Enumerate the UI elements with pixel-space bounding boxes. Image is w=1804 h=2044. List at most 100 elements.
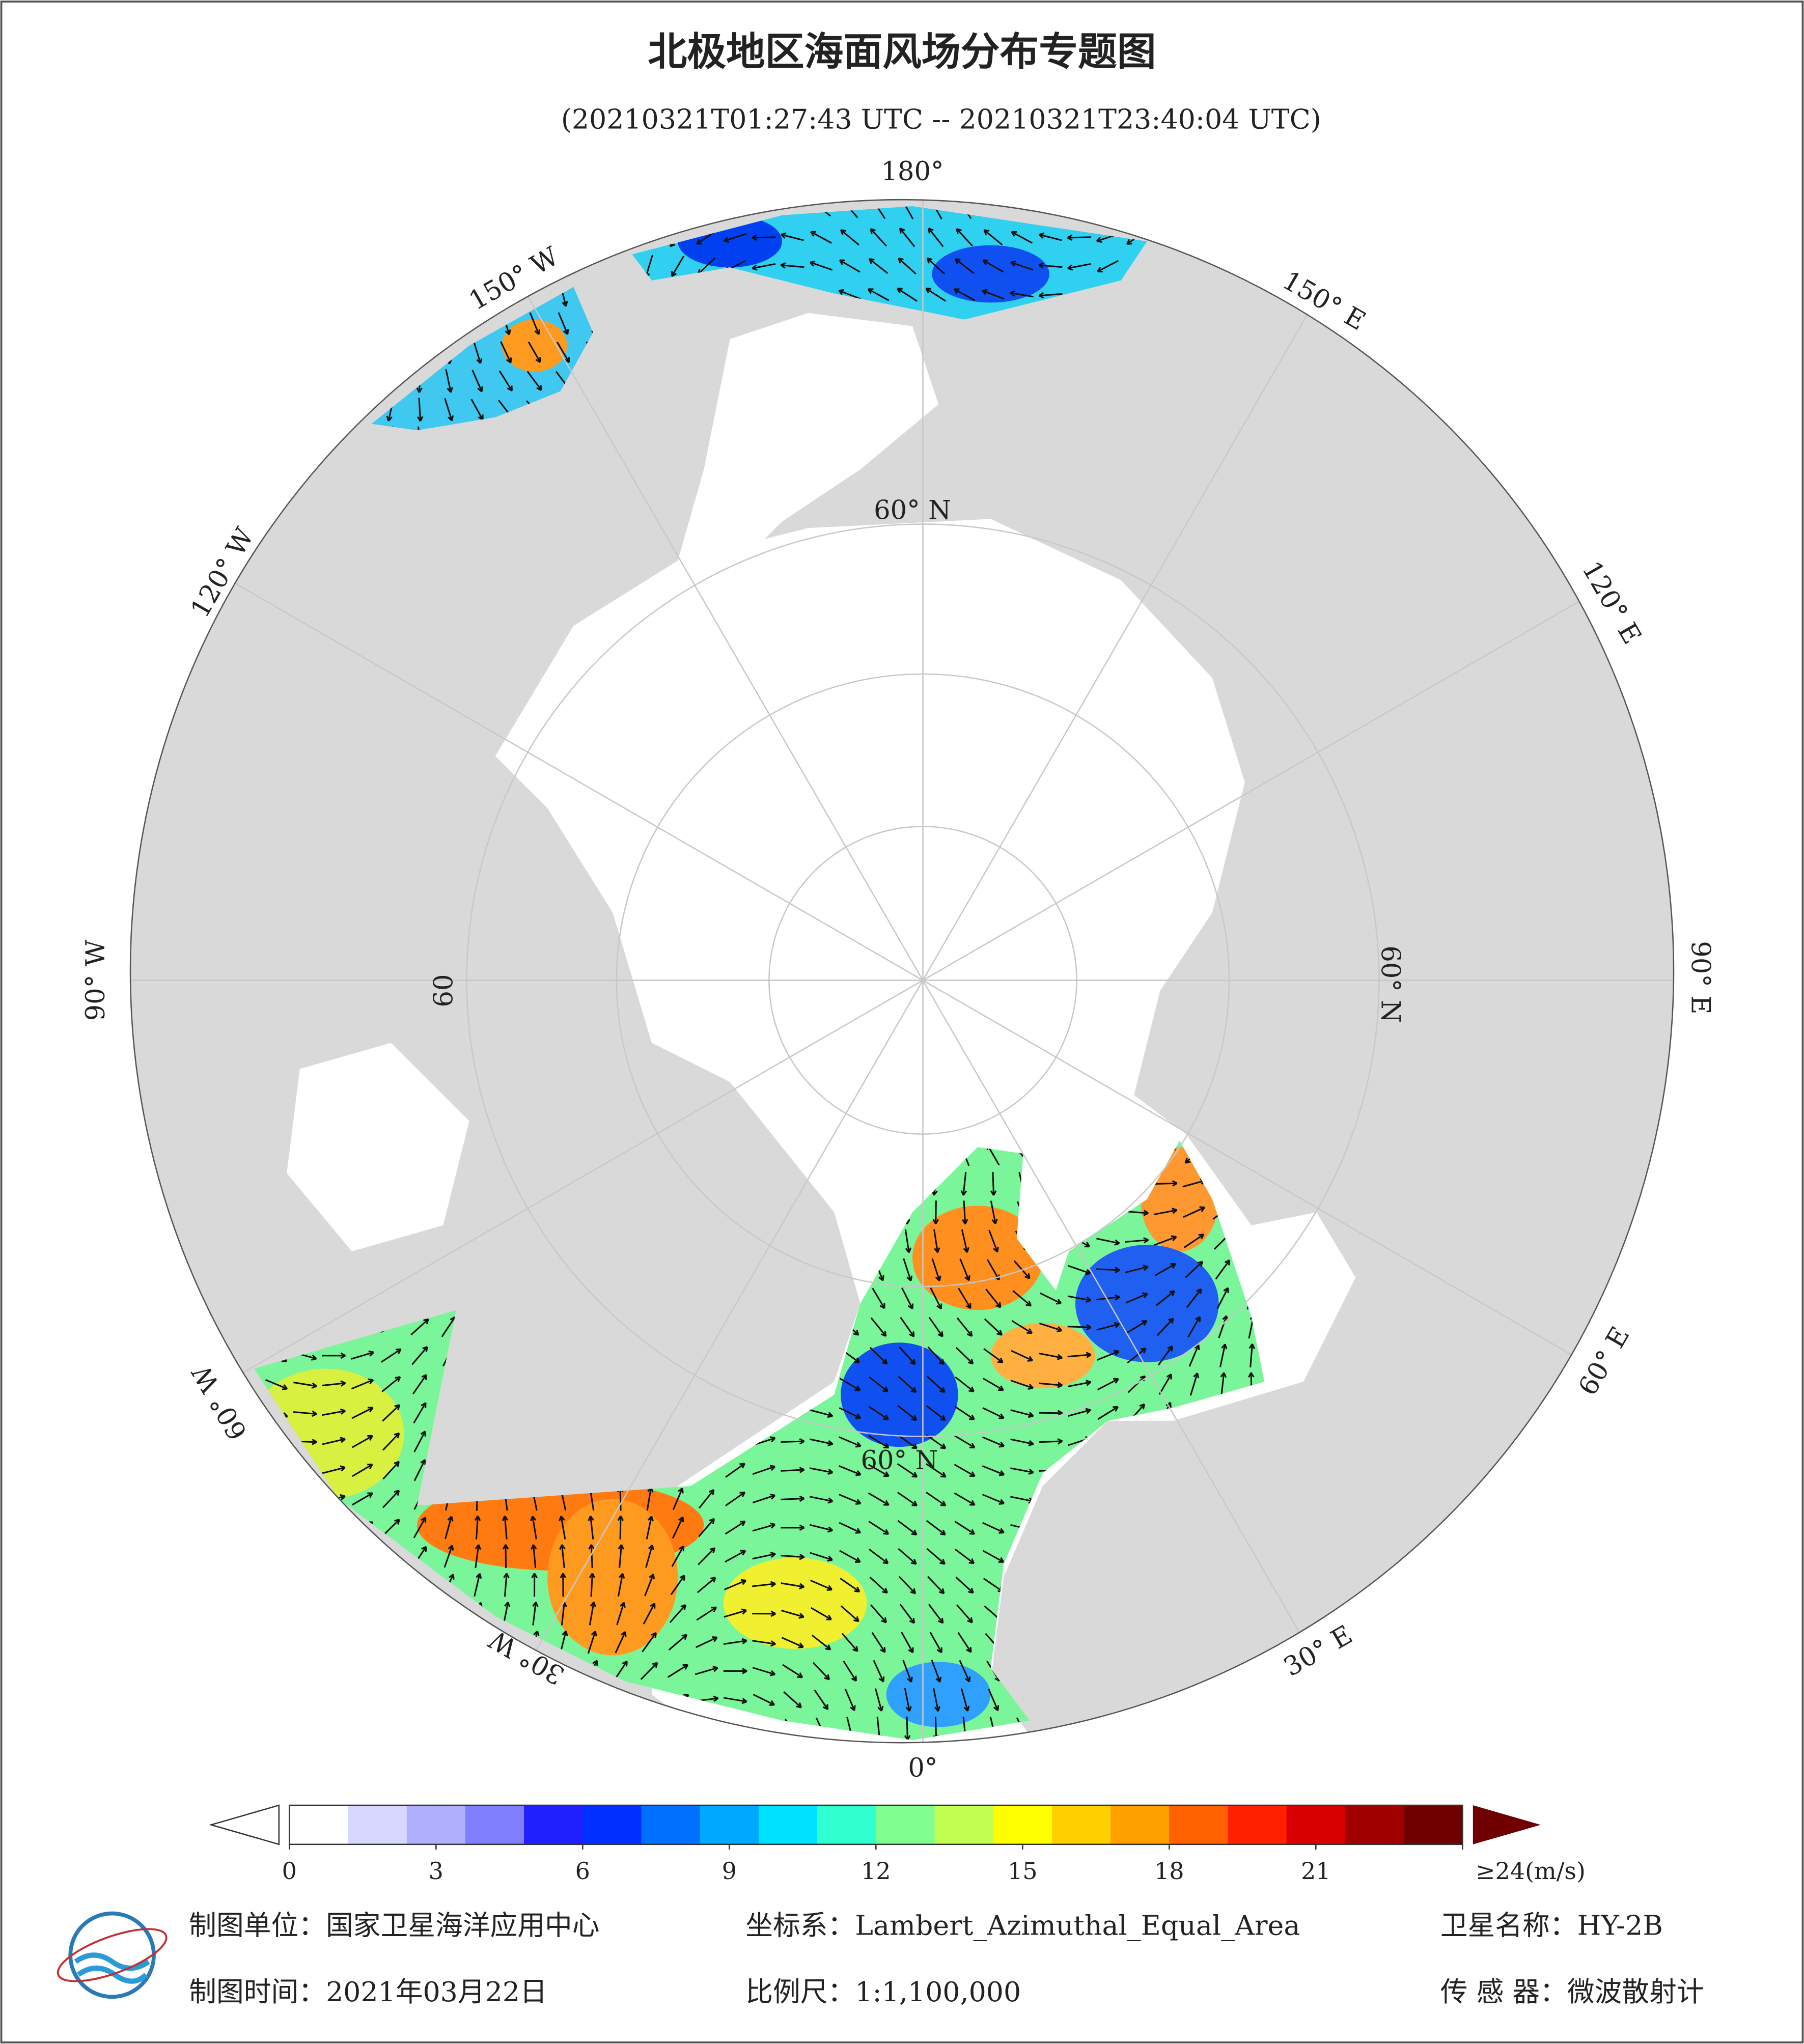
- wind-arrow: [1096, 1267, 1120, 1273]
- wind-arrow: [961, 1229, 969, 1253]
- wind-arrow: [642, 1632, 657, 1653]
- wind-arrow: [870, 228, 887, 247]
- wind-arrow: [411, 1346, 428, 1365]
- wind-arrow: [982, 1550, 1005, 1563]
- colorbar-segment: [1228, 1805, 1287, 1844]
- wind-arrow: [781, 1609, 804, 1619]
- wind-arrow: [1067, 1352, 1092, 1358]
- wind-arrow: [933, 1229, 940, 1253]
- meridian: [466, 979, 924, 1743]
- wind-arrow: [931, 1258, 941, 1281]
- wind-arrow: [1096, 1322, 1120, 1331]
- wind-arrow: [1097, 1378, 1119, 1391]
- colorbar-segment: [641, 1805, 701, 1844]
- wind-arrow: [560, 1573, 567, 1597]
- wind-arrow: [839, 259, 861, 273]
- wind-arrow: [380, 1348, 402, 1363]
- wind-arrow: [897, 1405, 918, 1421]
- colorbar-segment: [934, 1805, 994, 1844]
- colorbar-segment: [817, 1805, 877, 1844]
- colorbar-over: [1473, 1805, 1541, 1844]
- wind-arrow: [616, 1602, 626, 1626]
- wind-arrow: [954, 1464, 976, 1477]
- wind-arrow: [470, 399, 484, 421]
- wind-arrow: [1155, 1290, 1176, 1306]
- wind-arrow: [1126, 1320, 1148, 1334]
- wind-arrow: [1038, 232, 1063, 241]
- wind-arrow: [670, 1575, 685, 1595]
- wind-arrow: [810, 1552, 833, 1562]
- wind-arrow: [927, 1576, 945, 1594]
- wind-arrow: [897, 1463, 918, 1478]
- wind-arrow: [381, 1376, 401, 1392]
- wind-arrow: [810, 231, 832, 244]
- colorbar-under: [209, 1804, 280, 1845]
- wind-arrow: [500, 341, 512, 363]
- map-edge: [129, 199, 1675, 1744]
- wind-arrow: [382, 1404, 401, 1422]
- wind-arrow: [1153, 1180, 1178, 1187]
- wind-arrow: [1039, 1438, 1063, 1445]
- wind-arrow: [868, 1492, 890, 1506]
- wind-arrow: [960, 1688, 970, 1712]
- wind-arrow: [752, 1667, 776, 1676]
- bering-sea: [678, 313, 939, 574]
- wind-arrow: [1158, 1373, 1172, 1395]
- wind-arrow: [413, 1402, 427, 1424]
- wind-arrow: [471, 370, 483, 393]
- wind-arrow: [988, 1688, 1000, 1712]
- wind-arrow: [672, 1488, 684, 1510]
- wind-arrow: [617, 1515, 624, 1539]
- wind-arrow: [1010, 290, 1034, 298]
- hudson-bay: [287, 1043, 469, 1252]
- colorbar-segment: [406, 1805, 466, 1844]
- wind-arrow: [1039, 1410, 1063, 1416]
- wind-arrow: [1183, 1234, 1205, 1248]
- colorbar-tick-label: 12: [861, 1857, 891, 1885]
- wind-arrow: [868, 1464, 890, 1477]
- wind-arrow: [725, 1491, 746, 1506]
- wind-arrow: [502, 1544, 509, 1569]
- wind-arrow: [926, 1434, 947, 1449]
- colorbar-segment: [289, 1805, 349, 1844]
- wind-arrow: [812, 1662, 830, 1681]
- lat-label: 60° N: [861, 1445, 938, 1476]
- wind-arrow: [868, 1520, 890, 1535]
- wind-arrow: [928, 1604, 944, 1624]
- wind-arrow: [873, 1660, 885, 1683]
- colorbar-tick-label: ≥24(m/s): [1476, 1857, 1586, 1885]
- wind-arrow: [559, 1516, 566, 1539]
- wind-arrow: [954, 1435, 976, 1449]
- lat-label: 60° N: [874, 495, 951, 526]
- wind-arrow: [954, 1492, 976, 1506]
- wind-arrow: [265, 1379, 288, 1390]
- wind-arrow: [382, 1432, 400, 1451]
- wind-arrow: [953, 288, 976, 301]
- lon-label: 180°: [881, 156, 943, 187]
- wind-arrow: [1068, 1265, 1091, 1275]
- wind-arrow: [1127, 1348, 1147, 1364]
- wind-arrow: [351, 1407, 374, 1419]
- wind-arrow: [900, 206, 914, 219]
- wind-arrow: [867, 288, 890, 301]
- wind-arrow: [669, 1604, 686, 1623]
- wind-arrow: [897, 1492, 918, 1507]
- wind-arrow: [982, 1407, 1005, 1419]
- wind-arrow: [868, 258, 889, 274]
- wind-arrow: [528, 341, 541, 363]
- wind-arrow: [1010, 1438, 1034, 1446]
- colorbar-segment: [993, 1805, 1053, 1844]
- wind-arrow: [899, 1346, 916, 1365]
- wind-arrow: [1096, 1294, 1120, 1301]
- wind-arrow: [640, 1662, 658, 1680]
- wind-arrow: [498, 370, 513, 391]
- wind-arrow: [322, 1380, 346, 1387]
- wind-arrow: [293, 1410, 317, 1417]
- wind-arrow: [1125, 1210, 1149, 1216]
- wind-arrow: [1248, 1343, 1256, 1367]
- wind-arrow: [983, 229, 1003, 246]
- wind-arrow: [1125, 1292, 1148, 1304]
- wind-arrow: [840, 1578, 861, 1592]
- wind-arrow: [982, 1465, 1005, 1476]
- lat-label: 60° N: [1375, 945, 1405, 1023]
